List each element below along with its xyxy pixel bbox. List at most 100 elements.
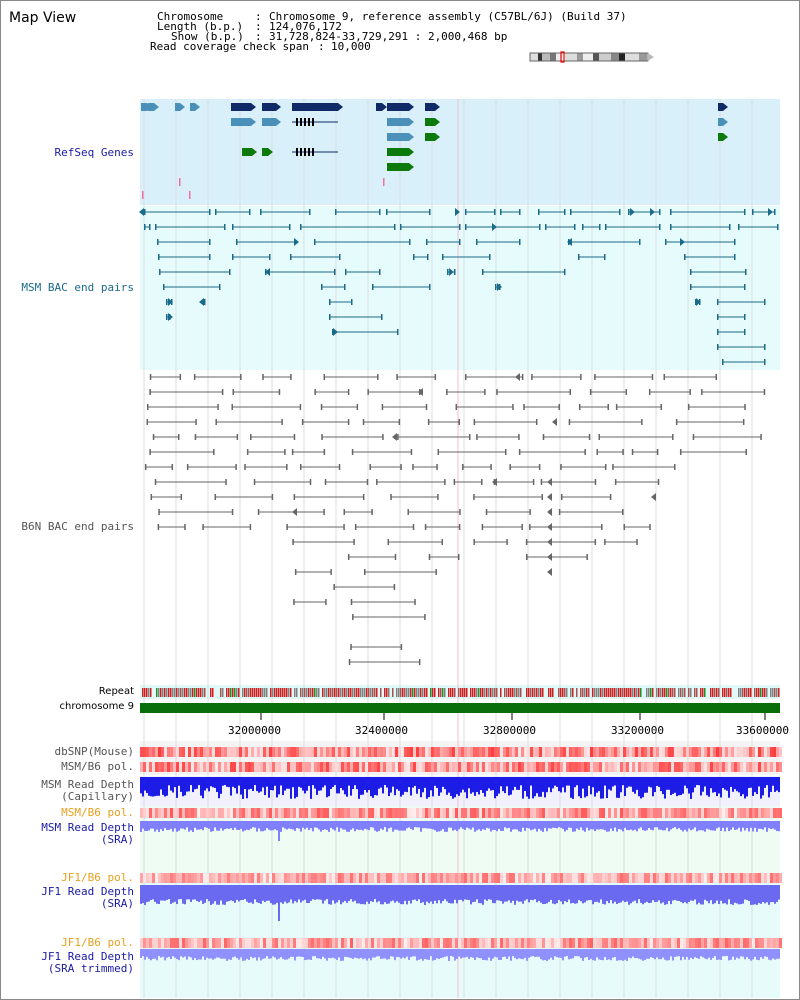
snp-density-cell	[494, 808, 497, 818]
read-depth-bar	[496, 821, 498, 832]
snp-density-cell	[173, 808, 176, 818]
snp-density-cell	[584, 762, 587, 772]
snp-density-cell	[476, 762, 479, 772]
read-depth-bar	[706, 777, 708, 796]
snp-density-cell	[374, 808, 377, 818]
read-depth-bar	[400, 949, 402, 959]
track-label-msm-depth-capillary[interactable]: MSM Read Depth	[41, 778, 134, 791]
read-depth-bar	[458, 885, 460, 900]
repeat-element	[220, 688, 222, 697]
read-depth-bar	[338, 821, 340, 832]
track-label-msm-b6-pol-1[interactable]: MSM/B6 pol.	[61, 760, 134, 773]
gene-exon	[308, 118, 310, 126]
read-depth-bar	[286, 949, 288, 960]
snp-density-cell	[665, 873, 668, 883]
repeat-element	[176, 688, 178, 697]
b6n-bac-end	[309, 479, 312, 485]
repeat-element	[286, 688, 288, 697]
read-depth-bar	[384, 949, 386, 959]
read-depth-bar	[722, 777, 724, 788]
track-label-refseq[interactable]: RefSeq Genes	[54, 146, 134, 159]
read-depth-bar	[702, 777, 704, 792]
repeat-element	[314, 688, 316, 697]
read-depth-bar	[328, 821, 330, 832]
read-depth-bar	[536, 821, 538, 832]
snp-density-cell	[767, 762, 770, 772]
ideogram-band	[542, 53, 550, 61]
b6n-bac-end	[481, 479, 483, 485]
snp-density-cell	[455, 762, 458, 772]
snp-density-cell	[461, 747, 464, 757]
gene-strand-arrow	[409, 133, 414, 141]
read-depth-bar	[394, 885, 396, 903]
repeat-element	[520, 688, 522, 697]
track-label-msm-bac[interactable]: MSM BAC end pairs	[21, 281, 134, 294]
track-label-jf1-b6-pol-1[interactable]: JF1/B6 pol.	[61, 871, 134, 884]
read-depth-bar	[426, 821, 428, 829]
repeat-element	[586, 688, 588, 697]
read-depth-bar	[180, 885, 182, 900]
snp-density-cell	[656, 747, 659, 757]
snp-density-cell	[746, 808, 749, 818]
read-depth-bar	[274, 777, 276, 786]
track-label-jf1-depth-sra[interactable]: JF1 Read Depth	[41, 885, 134, 898]
read-depth-bar	[392, 777, 394, 787]
read-depth-bar	[734, 949, 736, 960]
read-depth-bar	[190, 885, 192, 903]
track-label-jf1-b6-pol-2[interactable]: JF1/B6 pol.	[61, 936, 134, 949]
read-depth-bar	[306, 885, 308, 904]
read-depth-bar	[314, 777, 316, 789]
b6n-bac-end	[594, 539, 597, 545]
snp-density-cell	[329, 873, 332, 883]
snp-density-cell	[224, 873, 227, 883]
track-label-dbsnp[interactable]: dbSNP(Mouse)	[54, 745, 134, 758]
read-depth-bar	[278, 885, 280, 921]
read-depth-bar	[650, 821, 652, 830]
snp-density-cell	[182, 747, 185, 757]
ideogram-band	[625, 53, 639, 61]
snp-density-cell	[209, 808, 212, 818]
read-depth-bar	[242, 885, 244, 900]
read-depth-bar	[392, 821, 394, 832]
snp-density-cell	[650, 747, 653, 757]
b6n-bac-end	[506, 539, 508, 545]
snp-density-cell	[668, 808, 671, 818]
snp-density-cell	[641, 762, 644, 772]
track-label-b6n-bac[interactable]: B6N BAC end pairs	[21, 520, 134, 533]
read-depth-bar	[320, 777, 322, 791]
read-depth-bar	[474, 821, 476, 832]
snp-density-cell	[395, 747, 398, 757]
snp-density-cell	[740, 873, 743, 883]
snp-density-cell	[761, 747, 764, 757]
read-depth-bar	[390, 949, 392, 957]
read-depth-bar	[592, 821, 594, 830]
read-depth-bar	[672, 821, 674, 829]
read-depth-bar	[532, 885, 534, 901]
read-depth-bar	[468, 885, 470, 900]
track-label-jf1-depth-trimmed[interactable]: JF1 Read Depth	[41, 950, 134, 963]
gene-exon	[312, 118, 314, 126]
track-label-msm-b6-pol-2[interactable]: MSM/B6 pol.	[61, 806, 134, 819]
read-depth-bar	[142, 777, 144, 797]
b6n-bac-end	[425, 404, 428, 410]
snp-density-cell	[710, 747, 713, 757]
snp-density-cell	[623, 938, 626, 948]
snp-density-cell	[266, 747, 269, 757]
track-label-msm-depth-sra[interactable]: MSM Read Depth	[41, 821, 134, 834]
snp-density-cell	[719, 938, 722, 948]
read-depth-bar	[350, 885, 352, 900]
read-depth-bar	[460, 885, 462, 900]
snp-density-cell	[776, 808, 779, 818]
read-depth-bar	[682, 885, 684, 904]
b6n-bac-end	[351, 449, 354, 455]
read-depth-bar	[452, 949, 454, 957]
repeat-element	[452, 688, 454, 697]
repeat-element	[322, 688, 324, 697]
read-depth-bar	[406, 777, 408, 793]
snp-density-cell	[317, 873, 320, 883]
gene-exon	[262, 148, 268, 156]
snp-density-cell	[416, 808, 419, 818]
snp-density-cell	[260, 873, 263, 883]
repeat-element	[584, 688, 586, 697]
